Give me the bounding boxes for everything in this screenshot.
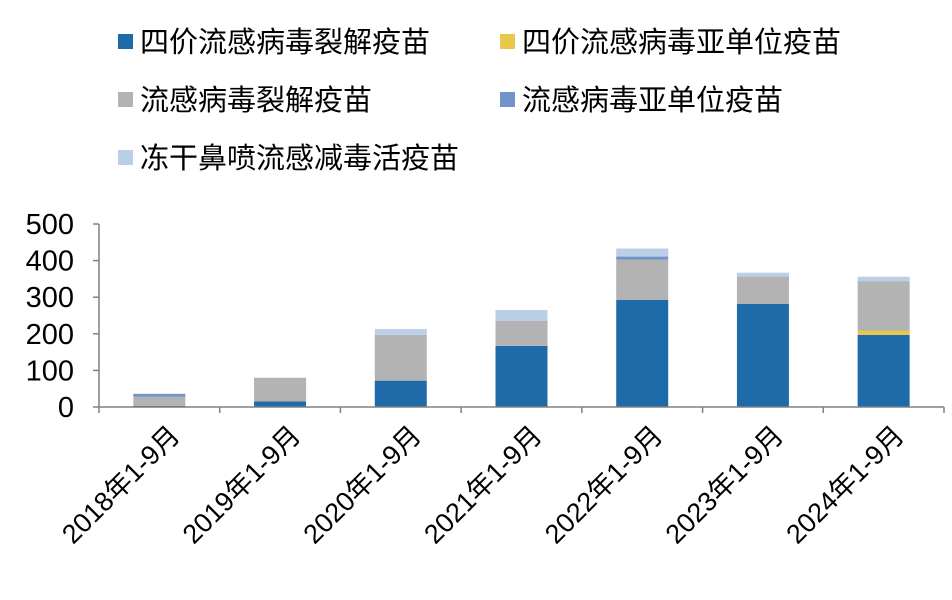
bar-segment: [495, 320, 548, 346]
x-category-label: 2018年1-9月: [56, 420, 185, 549]
y-tick-label: 100: [26, 355, 74, 387]
legend-swatch: [500, 92, 515, 107]
bar-segment: [254, 377, 307, 402]
bar-segment: [374, 380, 427, 407]
x-category-label: 2020年1-9月: [298, 420, 427, 549]
x-category-label: 2021年1-9月: [418, 420, 547, 549]
x-category-label: 2022年1-9月: [539, 420, 668, 549]
legend-swatch: [118, 92, 133, 107]
y-axis: 0 100 200 300 400 500: [26, 209, 100, 424]
bar-stack: [374, 329, 427, 407]
legend-label: 四价流感病毒亚单位疫苗: [522, 25, 841, 59]
bar-segment: [254, 401, 307, 407]
bar-stack: [133, 393, 186, 407]
bar-segment: [857, 334, 910, 407]
legend-item: 四价流感病毒裂解疫苗: [118, 25, 430, 59]
bar-segment: [616, 259, 669, 300]
bar-segment: [736, 272, 789, 277]
bar-segment: [133, 396, 186, 406]
bar-segment: [857, 281, 910, 331]
bar-segment: [616, 256, 669, 260]
y-tick-label: 300: [26, 282, 74, 314]
bar-segment: [736, 303, 789, 407]
legend-item: 流感病毒亚单位疫苗: [500, 83, 783, 117]
x-category-label: 2023年1-9月: [660, 420, 789, 549]
bar-segment: [374, 329, 427, 335]
y-tick-label: 0: [58, 392, 74, 424]
legend-swatch: [118, 34, 133, 49]
bar-segment: [857, 330, 910, 335]
legend-item: 流感病毒裂解疫苗: [118, 83, 372, 117]
y-tick-label: 500: [26, 209, 74, 241]
bar-segment: [495, 310, 548, 321]
legend-swatch: [500, 34, 515, 49]
bar-stack: [616, 248, 669, 407]
y-tick-label: 200: [26, 319, 74, 351]
bar-segment: [374, 334, 427, 381]
legend-label: 冻干鼻喷流感减毒活疫苗: [140, 141, 459, 175]
x-category-label: 2019年1-9月: [177, 420, 306, 549]
y-tick-label: 400: [26, 246, 74, 278]
bar-segment: [857, 276, 910, 282]
bar-segment: [133, 393, 186, 397]
bar-stack: [254, 377, 307, 407]
bar-segment: [616, 248, 669, 257]
bar-segment: [495, 345, 548, 407]
legend-swatch: [118, 150, 133, 165]
legend-item: 冻干鼻喷流感减毒活疫苗: [118, 141, 459, 175]
x-axis: 2018年1-9月2019年1-9月2020年1-9月2021年1-9月2022…: [56, 406, 945, 549]
legend-label: 流感病毒亚单位疫苗: [522, 83, 783, 117]
bar-stack: [736, 272, 789, 407]
bar-segment: [736, 276, 789, 304]
legend-item: 四价流感病毒亚单位疫苗: [500, 25, 841, 59]
bar-segment: [616, 299, 669, 407]
bar-stack: [857, 276, 910, 407]
legend-label: 四价流感病毒裂解疫苗: [140, 25, 430, 59]
bars: [133, 248, 910, 407]
bar-stack: [495, 310, 548, 407]
x-category-label: 2024年1-9月: [780, 420, 909, 549]
legend-label: 流感病毒裂解疫苗: [140, 83, 372, 117]
